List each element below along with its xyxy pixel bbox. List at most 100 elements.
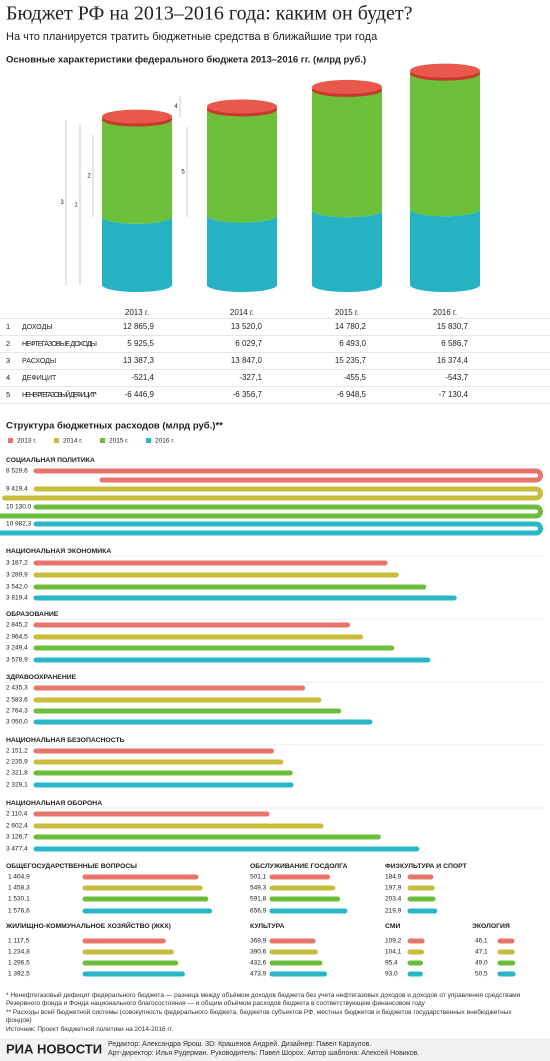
group-title: ЖИЛИЩНО-КОММУНАЛЬНОЕ ХОЗЯЙСТВО (ЖКХ) bbox=[5, 921, 171, 930]
value-label: 3 578,9 bbox=[6, 657, 28, 664]
source: Источник: Проект бюджетной политики на 2… bbox=[6, 1026, 174, 1033]
legend-label: 2013 г. bbox=[17, 438, 37, 445]
cylinder-cap bbox=[102, 109, 172, 124]
cylinder-top-segment bbox=[102, 116, 172, 224]
row-number: 4 bbox=[6, 373, 10, 382]
value-label: 3 819,4 bbox=[6, 595, 28, 602]
value-label: 3 249,4 bbox=[6, 645, 28, 652]
cylinder-top-segment bbox=[312, 86, 382, 218]
year-label: 2014 г. bbox=[230, 308, 254, 317]
value-label: 2 435,3 bbox=[6, 685, 28, 692]
value-label: 203,4 bbox=[385, 896, 402, 903]
value-label: 2 321,8 bbox=[6, 770, 28, 777]
table-value: -327,1 bbox=[239, 373, 262, 382]
table-value: -6 446,9 bbox=[125, 390, 155, 399]
cylinder-top-segment bbox=[410, 70, 480, 217]
value-label: 2 235,9 bbox=[6, 759, 28, 766]
group-title: ОБЩЕГОСУДАРСТВЕННЫЕ ВОПРОСЫ bbox=[6, 863, 137, 870]
value-label: 8 529,6 bbox=[6, 468, 28, 475]
bar bbox=[0, 504, 543, 519]
table-value: 16 374,4 bbox=[437, 356, 469, 365]
credits: Редактор: Александра Ярош. 3D: Крашенов … bbox=[108, 1041, 372, 1048]
value-label: 2 764,3 bbox=[6, 708, 28, 715]
year-label: 2013 г. bbox=[125, 308, 149, 317]
table-value: -521,4 bbox=[131, 373, 154, 382]
value-label: 47,1 bbox=[475, 949, 488, 956]
bar bbox=[0, 521, 543, 536]
dimension-label: 4 bbox=[174, 104, 178, 110]
value-label: 1 392,5 bbox=[8, 971, 30, 978]
group-title: НАЦИОНАЛЬНАЯ ЭКОНОМИКА bbox=[6, 548, 111, 555]
footnote: * Ненефтегазовый дефицит федерального бю… bbox=[6, 992, 521, 1007]
cylinder-base-segment bbox=[410, 209, 480, 292]
row-name: НЕФТЕГАЗОВЫЕ ДОХОДЫ bbox=[22, 341, 97, 348]
value-label: 1 117,5 bbox=[8, 938, 30, 945]
year-label: 2015 г. bbox=[335, 308, 359, 317]
cylinder-cap bbox=[312, 79, 382, 94]
cylinder-base-segment bbox=[207, 215, 277, 292]
cylinder-base-segment bbox=[102, 216, 172, 292]
value-label: 369,9 bbox=[250, 938, 267, 945]
group-title: СМИ bbox=[385, 923, 400, 930]
bar bbox=[2, 486, 543, 501]
value-label: 2 964,5 bbox=[6, 634, 28, 641]
value-label: 10 130,0 bbox=[6, 504, 32, 511]
table-value: 6 586,7 bbox=[441, 339, 468, 348]
table-value: -455,5 bbox=[343, 373, 366, 382]
legend-label: 2016 г. bbox=[155, 438, 175, 445]
legend-swatch bbox=[8, 438, 13, 443]
bar bbox=[33, 468, 543, 483]
value-label: 3 289,9 bbox=[6, 572, 28, 579]
value-label: 432,6 bbox=[250, 960, 267, 967]
table-value: -543,7 bbox=[445, 373, 468, 382]
value-label: 109,2 bbox=[385, 938, 402, 945]
value-label: 3 477,4 bbox=[6, 846, 28, 853]
cylinder-base-segment bbox=[312, 210, 382, 292]
table-value: 6 493,0 bbox=[339, 339, 366, 348]
section-title: Структура бюджетных расходов (млрд руб.)… bbox=[6, 421, 223, 432]
value-label: 9 419,4 bbox=[6, 486, 28, 493]
table-value: 13 847,0 bbox=[231, 356, 263, 365]
value-label: 473,9 bbox=[250, 971, 267, 978]
value-label: 501,1 bbox=[250, 874, 267, 881]
value-label: 95,4 bbox=[385, 960, 398, 967]
legend-swatch bbox=[54, 438, 59, 443]
legend-label: 2015 г. bbox=[109, 438, 129, 445]
credits: Арт-директор: Илья Рудерман. Руководител… bbox=[108, 1050, 420, 1057]
table-value: -7 130,4 bbox=[439, 390, 469, 399]
value-label: 2 845,2 bbox=[6, 622, 28, 629]
row-number: 3 bbox=[6, 356, 10, 365]
dimension-label: 3 bbox=[60, 200, 64, 206]
dimension-label: 2 bbox=[87, 174, 91, 180]
subtitle: На что планируется тратить бюджетные сре… bbox=[6, 31, 378, 43]
group-title: НАЦИОНАЛЬНАЯ БЕЗОПАСНОСТЬ bbox=[6, 737, 125, 744]
value-label: 1 458,3 bbox=[8, 885, 30, 892]
row-number: 2 bbox=[6, 339, 10, 348]
row-number: 1 bbox=[6, 322, 10, 331]
value-label: 2 583,6 bbox=[6, 697, 28, 704]
value-label: 50,5 bbox=[475, 971, 488, 978]
value-label: 591,8 bbox=[250, 896, 267, 903]
value-label: 2 110,4 bbox=[6, 811, 28, 818]
value-label: 3 187,2 bbox=[6, 560, 28, 567]
cylinder-cap bbox=[410, 63, 480, 78]
group-title: СОЦИАЛЬНАЯ ПОЛИТИКА bbox=[6, 457, 95, 464]
table-value: 15 830,7 bbox=[437, 322, 469, 331]
value-label: 219,9 bbox=[385, 908, 402, 915]
group-title: ЗДРАВООХРАНЕНИЕ bbox=[6, 674, 77, 681]
section-title: Основные характеристики федерального бюд… bbox=[6, 55, 366, 66]
row-name: НЕНЕФТЕГАЗОВЫЙ ДЕФИЦИТ* bbox=[22, 390, 97, 399]
row-name: РАСХОДЫ bbox=[22, 358, 56, 365]
value-label: 1 530,1 bbox=[8, 896, 30, 903]
value-label: 1 404,9 bbox=[8, 874, 30, 881]
value-label: 2 602,4 bbox=[6, 823, 28, 830]
value-label: 656,9 bbox=[250, 908, 267, 915]
group-title: ОБСЛУЖИВАНИЕ ГОСДОЛГА bbox=[250, 863, 348, 870]
row-name: ДЕФИЦИТ bbox=[22, 375, 57, 382]
value-label: 49,0 bbox=[475, 960, 488, 967]
value-label: 184,9 bbox=[385, 874, 402, 881]
legend-swatch bbox=[146, 438, 151, 443]
value-label: 46,1 bbox=[475, 938, 488, 945]
